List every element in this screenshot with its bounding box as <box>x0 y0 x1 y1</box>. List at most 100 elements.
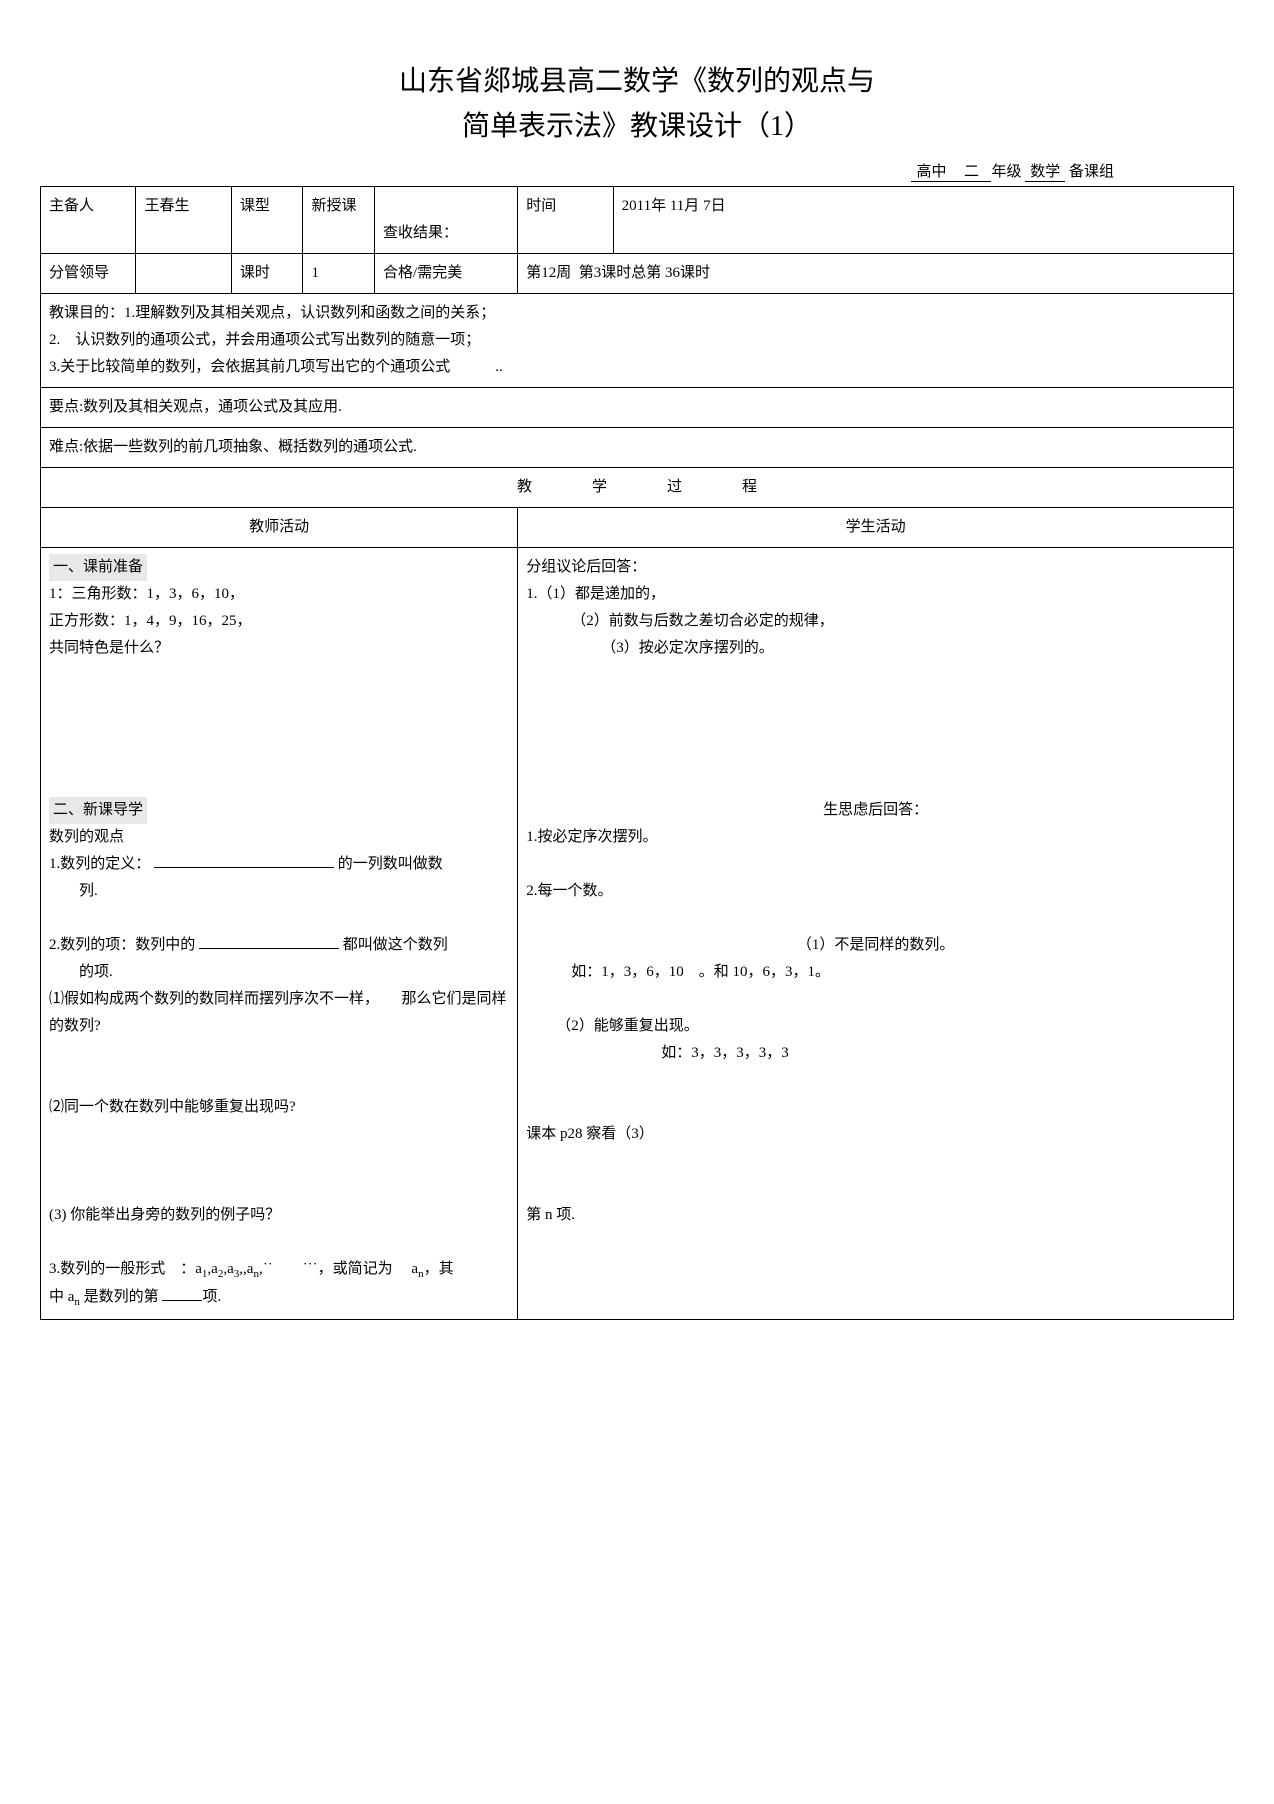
teacher-sec1-l3: 共同特色是什么？ <box>49 635 509 662</box>
group-label: 备课组 <box>1069 164 1114 180</box>
subject: 数学 <box>1025 160 1065 182</box>
year-suf: 年 <box>651 198 666 214</box>
grade-pre: 高中 <box>911 160 951 182</box>
obj-3: 3.关于比较简单的数列，会依据其前几项写出它的个通项公式 .. <box>49 354 1225 381</box>
cell-date: 2011年 11月 7日 <box>613 186 1233 253</box>
gf-b: ,a <box>207 1261 217 1277</box>
cell-process-hdr: 教 学 过 程 <box>41 467 1234 507</box>
term-c: 的项. <box>49 959 509 986</box>
student-s4-l1: （2）能够重复出现。 <box>526 1013 1225 1040</box>
grade-val: 二 <box>951 160 991 182</box>
student-s2-l1: 1.按必定序次摆列。 <box>526 824 1225 851</box>
student-s1-l1: 1.（1）都是递加的， <box>526 581 1225 608</box>
cell-leader-val <box>136 253 231 293</box>
teacher-sec1-hdr: 一、课前准备 <box>49 554 147 581</box>
cell-time-label: 时间 <box>518 186 613 253</box>
teacher-sec1-l1: 1：三角形数：1，3，6，10， <box>49 581 509 608</box>
cell-prep-val: 王春生 <box>136 186 231 253</box>
meta-row: 高中二年级 数学 备课组 <box>40 160 1234 182</box>
student-s2-l2: 2.每一个数。 <box>526 878 1225 905</box>
obj-2: 2. 认识数列的通项公式，并会用通项公式写出数列的随意一项； <box>49 327 1225 354</box>
def-a: 1.数列的定义： <box>49 856 150 872</box>
an-blank <box>162 1286 202 1301</box>
cell-result: 合格/需完美 <box>375 253 518 293</box>
gf-f: ，其 <box>424 1261 454 1277</box>
period-suf: 课时总第 <box>601 265 661 281</box>
def-b: 的一列数叫做数 <box>338 856 443 872</box>
teacher-q2: ⑵同一个数在数列中能够重复出现吗? <box>49 1094 509 1121</box>
teacher-term-line: 2.数列的项：数列中的 都叫做这个数列 <box>49 932 509 959</box>
student-s4-l2: 如：3，3，3，3，3 <box>526 1040 1225 1067</box>
cell-period-val: 1 <box>303 253 375 293</box>
grade-post: 年级 <box>991 164 1021 180</box>
check-label: 查收结果： <box>383 225 458 241</box>
row-objectives: 教课目的：1.理解数列及其相关观点，认识数列和函数之间的关系； 2. 认识数列的… <box>41 293 1234 387</box>
def-c: 列. <box>49 878 509 905</box>
obj-1: 教课目的：1.理解数列及其相关观点，认识数列和函数之间的关系； <box>49 300 1225 327</box>
day: 7 <box>703 198 711 214</box>
row-process-hdr: 教 学 过 程 <box>41 467 1234 507</box>
student-s1-l3: （3）按必定次序摆列的。 <box>526 635 1225 662</box>
month: 11 <box>670 198 684 214</box>
an-c: 项. <box>202 1289 221 1305</box>
cell-teacher-hdr: 教师活动 <box>41 507 518 547</box>
teacher-sec2-hdr: 二、新课导学 <box>49 797 147 824</box>
term-blank <box>199 934 339 949</box>
student-s1-l2: （2）前数与后数之差切合必定的规律， <box>526 608 1225 635</box>
an-b: 是数列的第 <box>80 1289 159 1305</box>
title-line-2: 简单表示法》教课设计（1） <box>40 105 1234 150</box>
student-s3-l2: 如：1，3，6，10 。和 10，6，3，1。 <box>526 959 1225 986</box>
week: 12 <box>541 265 556 281</box>
row-diffpoint: 难点:依据一些数列的前几项抽象、概括数列的通项公式. <box>41 427 1234 467</box>
teacher-an-line: 中 an 是数列的第 项. <box>49 1284 509 1313</box>
row-keypoint: 要点:数列及其相关观点，通项公式及其应用. <box>41 387 1234 427</box>
week-pre: 第 <box>526 265 541 281</box>
gf-e: ,˙˙ ˙˙˙，或简记为 a <box>259 1261 418 1277</box>
title-line-1: 山东省郯城县高二数学《数列的观点与 <box>40 60 1234 105</box>
gf-d: ,,a <box>239 1261 253 1277</box>
cell-student-hdr: 学生活动 <box>518 507 1234 547</box>
cell-leader-label: 分管领导 <box>41 253 136 293</box>
row-leader: 分管领导 课时 1 合格/需完美 第12周 第3课时总第 36课时 <box>41 253 1234 293</box>
day-suf: 日 <box>711 198 726 214</box>
teacher-general-form: 3.数列的一般形式 ：a1,a2,a3,,an,˙˙ ˙˙˙，或简记为 an，其 <box>49 1256 509 1285</box>
student-s6: 第 n 项. <box>526 1202 1225 1229</box>
teacher-def-line: 1.数列的定义： 的一列数叫做数 <box>49 851 509 878</box>
cell-prep-label: 主备人 <box>41 186 136 253</box>
an-a: 中 a <box>49 1289 74 1305</box>
cell-type-val: 新授课 <box>303 186 375 253</box>
period-pre: 第 <box>579 265 594 281</box>
cell-check: 查收结果： <box>375 186 518 253</box>
cell-type-label: 课型 <box>231 186 303 253</box>
cell-keypoint: 要点:数列及其相关观点，通项公式及其应用. <box>41 387 1234 427</box>
cell-diffpoint: 难点:依据一些数列的前几项抽象、概括数列的通项公式. <box>41 427 1234 467</box>
gf-a: 3.数列的一般形式 ：a <box>49 1261 202 1277</box>
teacher-sec1-l2: 正方形数：1，4，9，16，25， <box>49 608 509 635</box>
cell-week-period: 第12周 第3课时总第 36课时 <box>518 253 1234 293</box>
total-suf: 课时 <box>680 265 710 281</box>
doc-title: 山东省郯城县高二数学《数列的观点与 简单表示法》教课设计（1） <box>40 60 1234 150</box>
def-blank <box>154 853 334 868</box>
term-b: 都叫做这个数列 <box>343 937 448 953</box>
gf-c: ,a <box>223 1261 233 1277</box>
month-suf: 月 <box>684 198 699 214</box>
term-a: 2.数列的项：数列中的 <box>49 937 195 953</box>
week-suf: 周 <box>556 265 571 281</box>
student-s1-hdr: 分组议论后回答： <box>526 554 1225 581</box>
student-s2-hdr: 生思虑后回答： <box>526 797 1225 824</box>
cell-objectives: 教课目的：1.理解数列及其相关观点，认识数列和函数之间的关系； 2. 认识数列的… <box>41 293 1234 387</box>
main-table: 主备人 王春生 课型 新授课 查收结果： 时间 2011年 11月 7日 分管领… <box>40 186 1234 1321</box>
row-activity-body: 一、课前准备 1：三角形数：1，3，6，10， 正方形数：1，4，9，16，25… <box>41 547 1234 1320</box>
cell-student-activity: 分组议论后回答： 1.（1）都是递加的， （2）前数与后数之差切合必定的规律， … <box>518 547 1234 1320</box>
cell-period-label: 课时 <box>231 253 303 293</box>
total: 36 <box>665 265 680 281</box>
row-preparer: 主备人 王春生 课型 新授课 查收结果： 时间 2011年 11月 7日 <box>41 186 1234 253</box>
teacher-q3: (3) 你能举出身旁的数列的例子吗？ <box>49 1202 509 1229</box>
row-activity-hdr: 教师活动 学生活动 <box>41 507 1234 547</box>
teacher-q1: ⑴假如构成两个数列的数同样而摆列序次不一样， 那么它们是同样的数列? <box>49 986 509 1040</box>
year: 2011 <box>622 198 651 214</box>
teacher-sec2-l1: 数列的观点 <box>49 824 509 851</box>
student-s5: 课本 p28 察看（3） <box>526 1121 1225 1148</box>
student-s3-l1: （1）不是同样的数列。 <box>526 932 1225 959</box>
cell-teacher-activity: 一、课前准备 1：三角形数：1，3，6，10， 正方形数：1，4，9，16，25… <box>41 547 518 1320</box>
